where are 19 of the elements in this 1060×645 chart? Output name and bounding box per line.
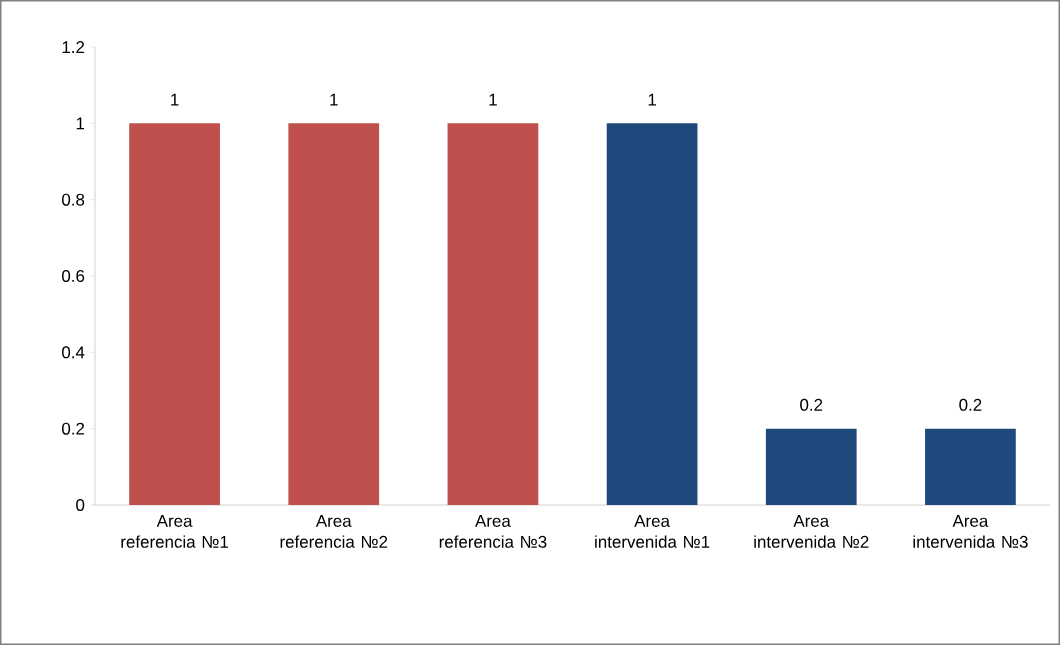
x-tick-label: Area intervenida №2 bbox=[754, 515, 869, 548]
data-label: 1 bbox=[489, 93, 497, 106]
data-label: 1 bbox=[648, 93, 656, 106]
data-label: 1 bbox=[330, 93, 338, 106]
x-tick-label: Area intervenida №1 bbox=[595, 515, 710, 548]
data-label: 1 bbox=[171, 93, 179, 106]
x-tick-label: Area referencia №1 bbox=[121, 515, 229, 548]
y-tick-label: 1.2 bbox=[62, 41, 85, 53]
y-tick-label: 0 bbox=[76, 499, 85, 511]
x-tick-label: Area intervenida №3 bbox=[913, 515, 1028, 548]
y-tick-label: 0.4 bbox=[62, 346, 85, 359]
x-tick-label: Area referencia №2 bbox=[280, 515, 388, 548]
data-label: 0.2 bbox=[959, 398, 982, 411]
y-tick-label: 0.8 bbox=[62, 193, 85, 206]
x-tick-label: Area referencia №3 bbox=[439, 515, 547, 548]
y-tick-label: 0.2 bbox=[62, 422, 85, 435]
y-tick-label: 1 bbox=[76, 117, 85, 130]
y-tick-label: 0.6 bbox=[62, 270, 85, 282]
data-label: 0.2 bbox=[800, 398, 823, 411]
